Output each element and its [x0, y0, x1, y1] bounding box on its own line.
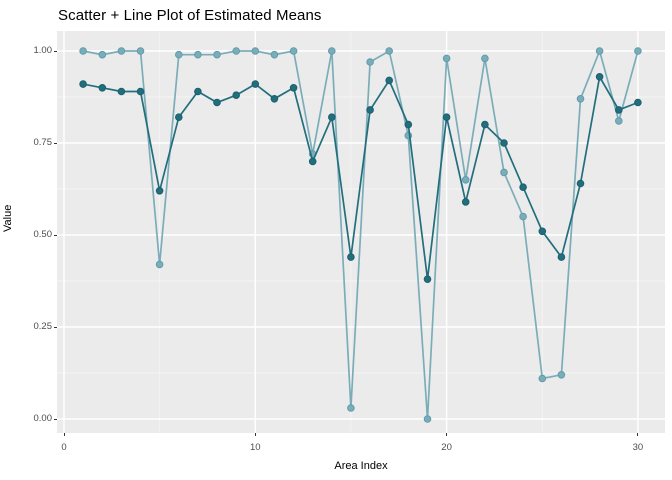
data-point [328, 47, 336, 55]
data-point [557, 371, 566, 379]
data-point [538, 374, 547, 383]
series-estimated-mean-light [79, 47, 642, 423]
data-point [615, 117, 623, 125]
y-tick-mark [54, 234, 57, 236]
y-tick-label: 0.75 [33, 137, 53, 148]
data-point [423, 275, 432, 283]
data-point [385, 76, 394, 85]
data-point [289, 84, 298, 92]
x-tick-label: 20 [441, 442, 452, 453]
data-point [634, 47, 642, 55]
data-point [155, 260, 164, 269]
x-tick-label: 10 [250, 442, 261, 453]
data-point [98, 50, 107, 59]
plot-panel [57, 31, 665, 433]
data-point [519, 212, 527, 221]
data-point [79, 80, 87, 88]
data-point [270, 50, 279, 59]
data-point [175, 50, 183, 59]
y-axis-title: Value [2, 204, 14, 232]
x-tick-label: 30 [632, 442, 644, 453]
data-point [155, 187, 164, 195]
data-point [500, 168, 508, 177]
data-point [461, 176, 470, 184]
data-point [347, 253, 355, 261]
data-point [634, 98, 642, 107]
data-point [194, 50, 202, 59]
data-point [595, 73, 604, 81]
x-tick-mark [254, 433, 256, 436]
data-point [98, 84, 107, 92]
data-point [136, 87, 145, 96]
x-axis-title: Area Index [334, 460, 388, 472]
data-point [328, 113, 336, 121]
x-tick-mark [63, 433, 65, 436]
data-point [366, 106, 374, 114]
y-tick-mark [54, 418, 57, 420]
y-tick-mark [54, 142, 57, 144]
data-point [481, 120, 489, 129]
y-tick-mark [54, 326, 57, 328]
data-point [251, 47, 260, 55]
data-point [213, 98, 221, 107]
data-point [79, 47, 87, 55]
data-point [194, 87, 202, 96]
data-point [251, 80, 260, 88]
y-tick-label: 0.25 [33, 321, 53, 332]
y-tick-label: 0.50 [33, 229, 53, 240]
data-point [385, 47, 394, 55]
data-point [557, 253, 566, 261]
data-point [500, 139, 508, 147]
data-point [232, 47, 240, 55]
x-tick-label: 0 [61, 442, 67, 453]
data-point [481, 54, 489, 63]
data-point [213, 50, 221, 59]
data-point [270, 95, 279, 103]
y-tick-label: 1.00 [33, 45, 53, 56]
data-point [538, 227, 547, 236]
data-point [289, 47, 298, 55]
data-point [117, 87, 126, 96]
data-point [423, 415, 432, 423]
data-point [576, 179, 585, 188]
y-tick-label: 0.00 [33, 413, 53, 424]
data-point [366, 58, 374, 66]
chart-title: Scatter + Line Plot of Estimated Means [58, 7, 322, 24]
data-point [404, 120, 413, 129]
data-point [232, 91, 240, 99]
series-line [82, 74, 639, 280]
data-point [442, 54, 451, 63]
data-point [461, 198, 470, 206]
data-point [308, 157, 317, 166]
y-tick-mark [54, 50, 57, 52]
data-point [117, 47, 126, 55]
data-point [615, 106, 623, 114]
data-point [136, 47, 145, 55]
series-estimated-mean-dark [79, 73, 642, 283]
data-point [175, 113, 183, 121]
data-point [347, 404, 355, 412]
data-point [519, 183, 527, 191]
x-tick-mark [446, 433, 448, 436]
x-tick-mark [637, 433, 639, 436]
chart-canvas [57, 31, 665, 433]
data-point [576, 95, 585, 103]
data-point [442, 113, 451, 121]
data-point [595, 47, 604, 55]
